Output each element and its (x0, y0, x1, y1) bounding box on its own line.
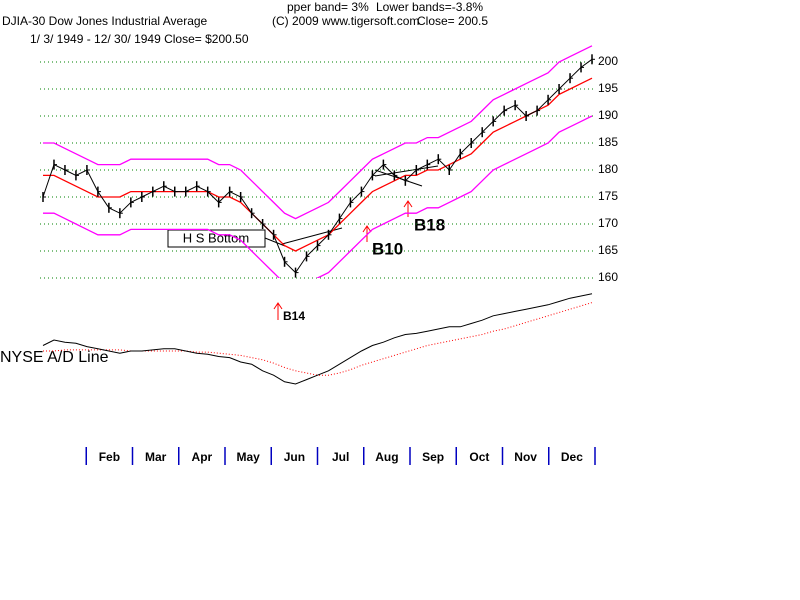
series-line (43, 45, 593, 220)
x-tick-label: Mar (145, 450, 167, 464)
close-label: Close= 200.5 (417, 14, 488, 28)
series-line (42, 293, 593, 385)
y-tick-label: 200 (598, 54, 618, 68)
y-tick-label: 165 (598, 243, 618, 257)
series-line (43, 77, 593, 252)
signal-arrow (273, 302, 283, 320)
annotation: H S Bottom (183, 230, 249, 245)
signal-arrow (403, 200, 413, 217)
ad-label: NYSE A/D Line (0, 349, 109, 366)
copyright: (C) 2009 www.tigersoft.com (272, 14, 419, 28)
upper-band-label: pper band= 3% (287, 0, 369, 14)
y-tick-label: 180 (598, 162, 618, 176)
y-tick-label: 160 (598, 270, 618, 284)
series-line (43, 302, 593, 376)
chart-title: DJIA-30 Dow Jones Industrial Average (2, 14, 208, 28)
lower-band-label: Lower bands=-3.8% (376, 0, 483, 14)
annotation: B14 (283, 309, 305, 323)
pointer-line (264, 237, 286, 247)
x-tick-label: Nov (514, 450, 537, 464)
x-tick-label: Jun (284, 450, 305, 464)
y-tick-label: 170 (598, 216, 618, 230)
x-tick-label: Jul (332, 450, 349, 464)
plot (42, 45, 595, 278)
chart-subtitle: 1/ 3/ 1949 - 12/ 30/ 1949 Close= $200.50 (30, 32, 249, 46)
y-tick-label: 185 (598, 135, 618, 149)
trend-line (374, 165, 439, 177)
x-tick-label: Dec (561, 450, 583, 464)
x-tick-label: Aug (375, 450, 398, 464)
x-tick-label: Feb (99, 450, 120, 464)
x-tick-label: Apr (192, 450, 213, 464)
y-tick-label: 190 (598, 108, 618, 122)
series-line (43, 115, 593, 278)
x-tick-label: Oct (469, 450, 489, 464)
trend-line (374, 169, 423, 187)
y-tick-label: 175 (598, 189, 618, 203)
x-tick-label: May (236, 450, 260, 464)
x-tick-label: Sep (422, 450, 444, 464)
annotation: B10 (372, 239, 403, 258)
y-tick-label: 195 (598, 81, 618, 95)
annotation: B18 (414, 215, 445, 234)
